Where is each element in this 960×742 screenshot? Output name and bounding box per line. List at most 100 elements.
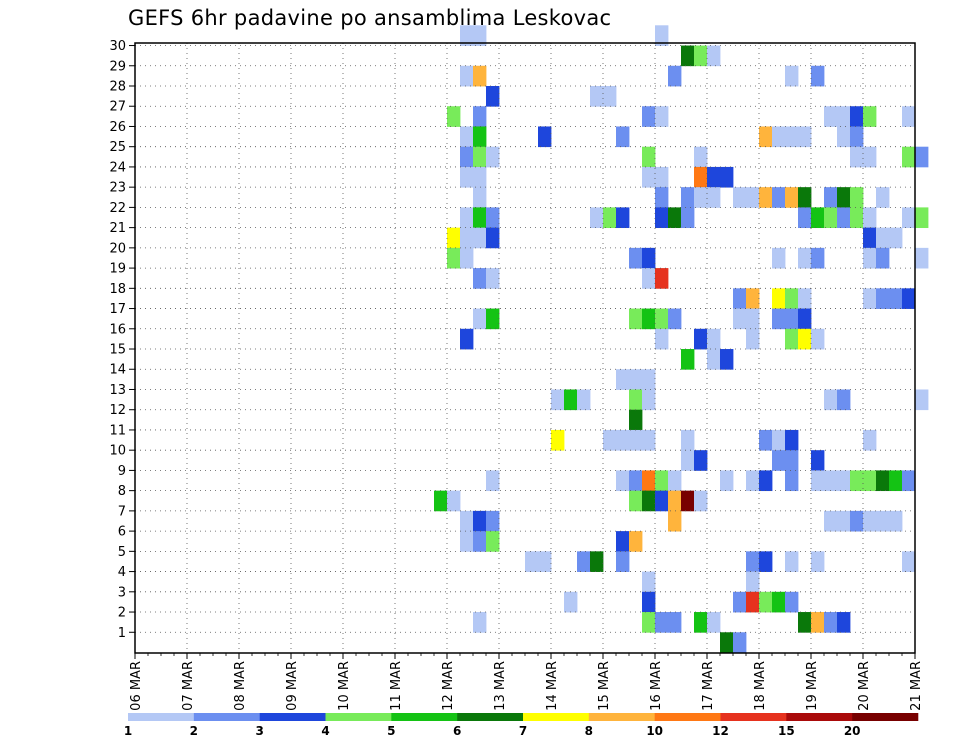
x-tick-label: 19 MAR [805,661,820,711]
y-tick-label: 12 [109,403,126,418]
heatmap-cell [603,429,617,451]
y-tick-label: 9 [118,464,126,479]
heatmap-cell [785,551,799,572]
x-tick-label: 08 MAR [233,661,248,711]
heatmap-cell [447,227,461,249]
heatmap-cell [837,470,851,492]
heatmap-cell [460,126,474,148]
heatmap-cell [798,126,812,148]
heatmap-cell [837,510,851,532]
heatmap-cell [733,308,747,330]
heatmap-cell [876,510,890,532]
heatmap-cell [473,166,487,188]
x-tick-label: 12 MAR [441,661,456,711]
y-tick-label: 5 [118,545,126,560]
legend-swatch [193,713,260,721]
heatmap-cell [590,86,604,107]
heatmap-cell [629,369,643,390]
heatmap-cell [863,106,877,127]
heatmap-cell [798,247,812,269]
heatmap-cell [733,632,747,653]
heatmap-cell [746,328,760,350]
heatmap-cell [473,65,487,87]
heatmap-cell [473,106,487,127]
y-tick-label: 20 [109,241,126,256]
heatmap-cell [837,207,851,229]
legend-swatch [523,713,590,721]
heatmap-cell [824,470,838,492]
heatmap-cell [486,510,500,532]
heatmap-cell [642,369,656,390]
x-tick-label: 15 MAR [597,661,612,711]
heatmap-cell [486,531,500,552]
x-tick-label: 10 MAR [337,661,352,711]
heatmap-cell [460,247,474,269]
heatmap-cell [668,490,682,512]
legend-label: 8 [585,724,593,738]
legend-label: 7 [519,724,527,738]
heatmap-cell [655,207,669,229]
y-tick-label: 23 [109,181,126,196]
heatmap-cell [642,166,656,188]
heatmap-cell [694,146,708,168]
heatmap-cell [460,65,474,87]
heatmap-cell [889,470,903,492]
heatmap-cell [746,187,760,208]
heatmap-cell [811,247,825,269]
heatmap-cell [889,288,903,309]
heatmap-cell [629,429,643,451]
heatmap-cell [486,146,500,168]
heatmap-cell [850,146,864,168]
heatmap-cell [785,308,799,330]
heatmap-cell [486,470,500,492]
heatmap-cell [811,207,825,229]
heatmap-cell [460,531,474,552]
heatmap-cell [590,551,604,572]
heatmap-cell [850,207,864,229]
heatmap-cell [616,207,630,229]
y-tick-label: 8 [118,484,126,499]
heatmap-cell [564,389,578,411]
heatmap-cell [785,187,799,208]
heatmap-cell [655,268,669,289]
heatmap-cell [642,308,656,330]
y-tick-label: 19 [109,262,126,277]
heatmap-cell [551,429,565,451]
y-tick-label: 29 [109,59,126,74]
heatmap-cell [473,612,487,633]
heatmap-cell [707,349,721,370]
heatmap-cell [720,632,734,653]
heatmap-cell [655,612,669,633]
heatmap-cell [772,429,786,451]
y-tick-label: 17 [109,302,126,317]
y-tick-label: 26 [109,120,126,135]
heatmap-cell [629,409,643,431]
heatmap-cell [798,187,812,208]
heatmap-cell [577,551,591,572]
x-tick-label: 17 MAR [701,661,716,711]
heatmap-cell [629,308,643,330]
heatmap-cell [642,612,656,633]
heatmap-cell [642,591,656,613]
heatmap-cell [642,247,656,269]
heatmap-cell [642,389,656,411]
heatmap-cell [447,247,461,269]
heatmap-cell [746,470,760,492]
legend-swatch [852,713,919,721]
heatmap-cell [772,187,786,208]
heatmap-cell [837,126,851,148]
heatmap-cell [733,187,747,208]
legend-label: 6 [453,724,461,738]
legend-swatch [786,713,853,721]
y-tick-label: 30 [109,39,126,54]
heatmap-cell [824,207,838,229]
heatmap-cell [460,25,474,46]
heatmap-cell [642,268,656,289]
heatmap-cell [720,470,734,492]
x-tick-label: 06 MAR [129,661,144,711]
grid-layer [135,43,915,653]
heatmap-cell [915,389,929,411]
heatmap-cell [733,591,747,613]
heatmap-cell [824,612,838,633]
heatmap-cell [863,247,877,269]
